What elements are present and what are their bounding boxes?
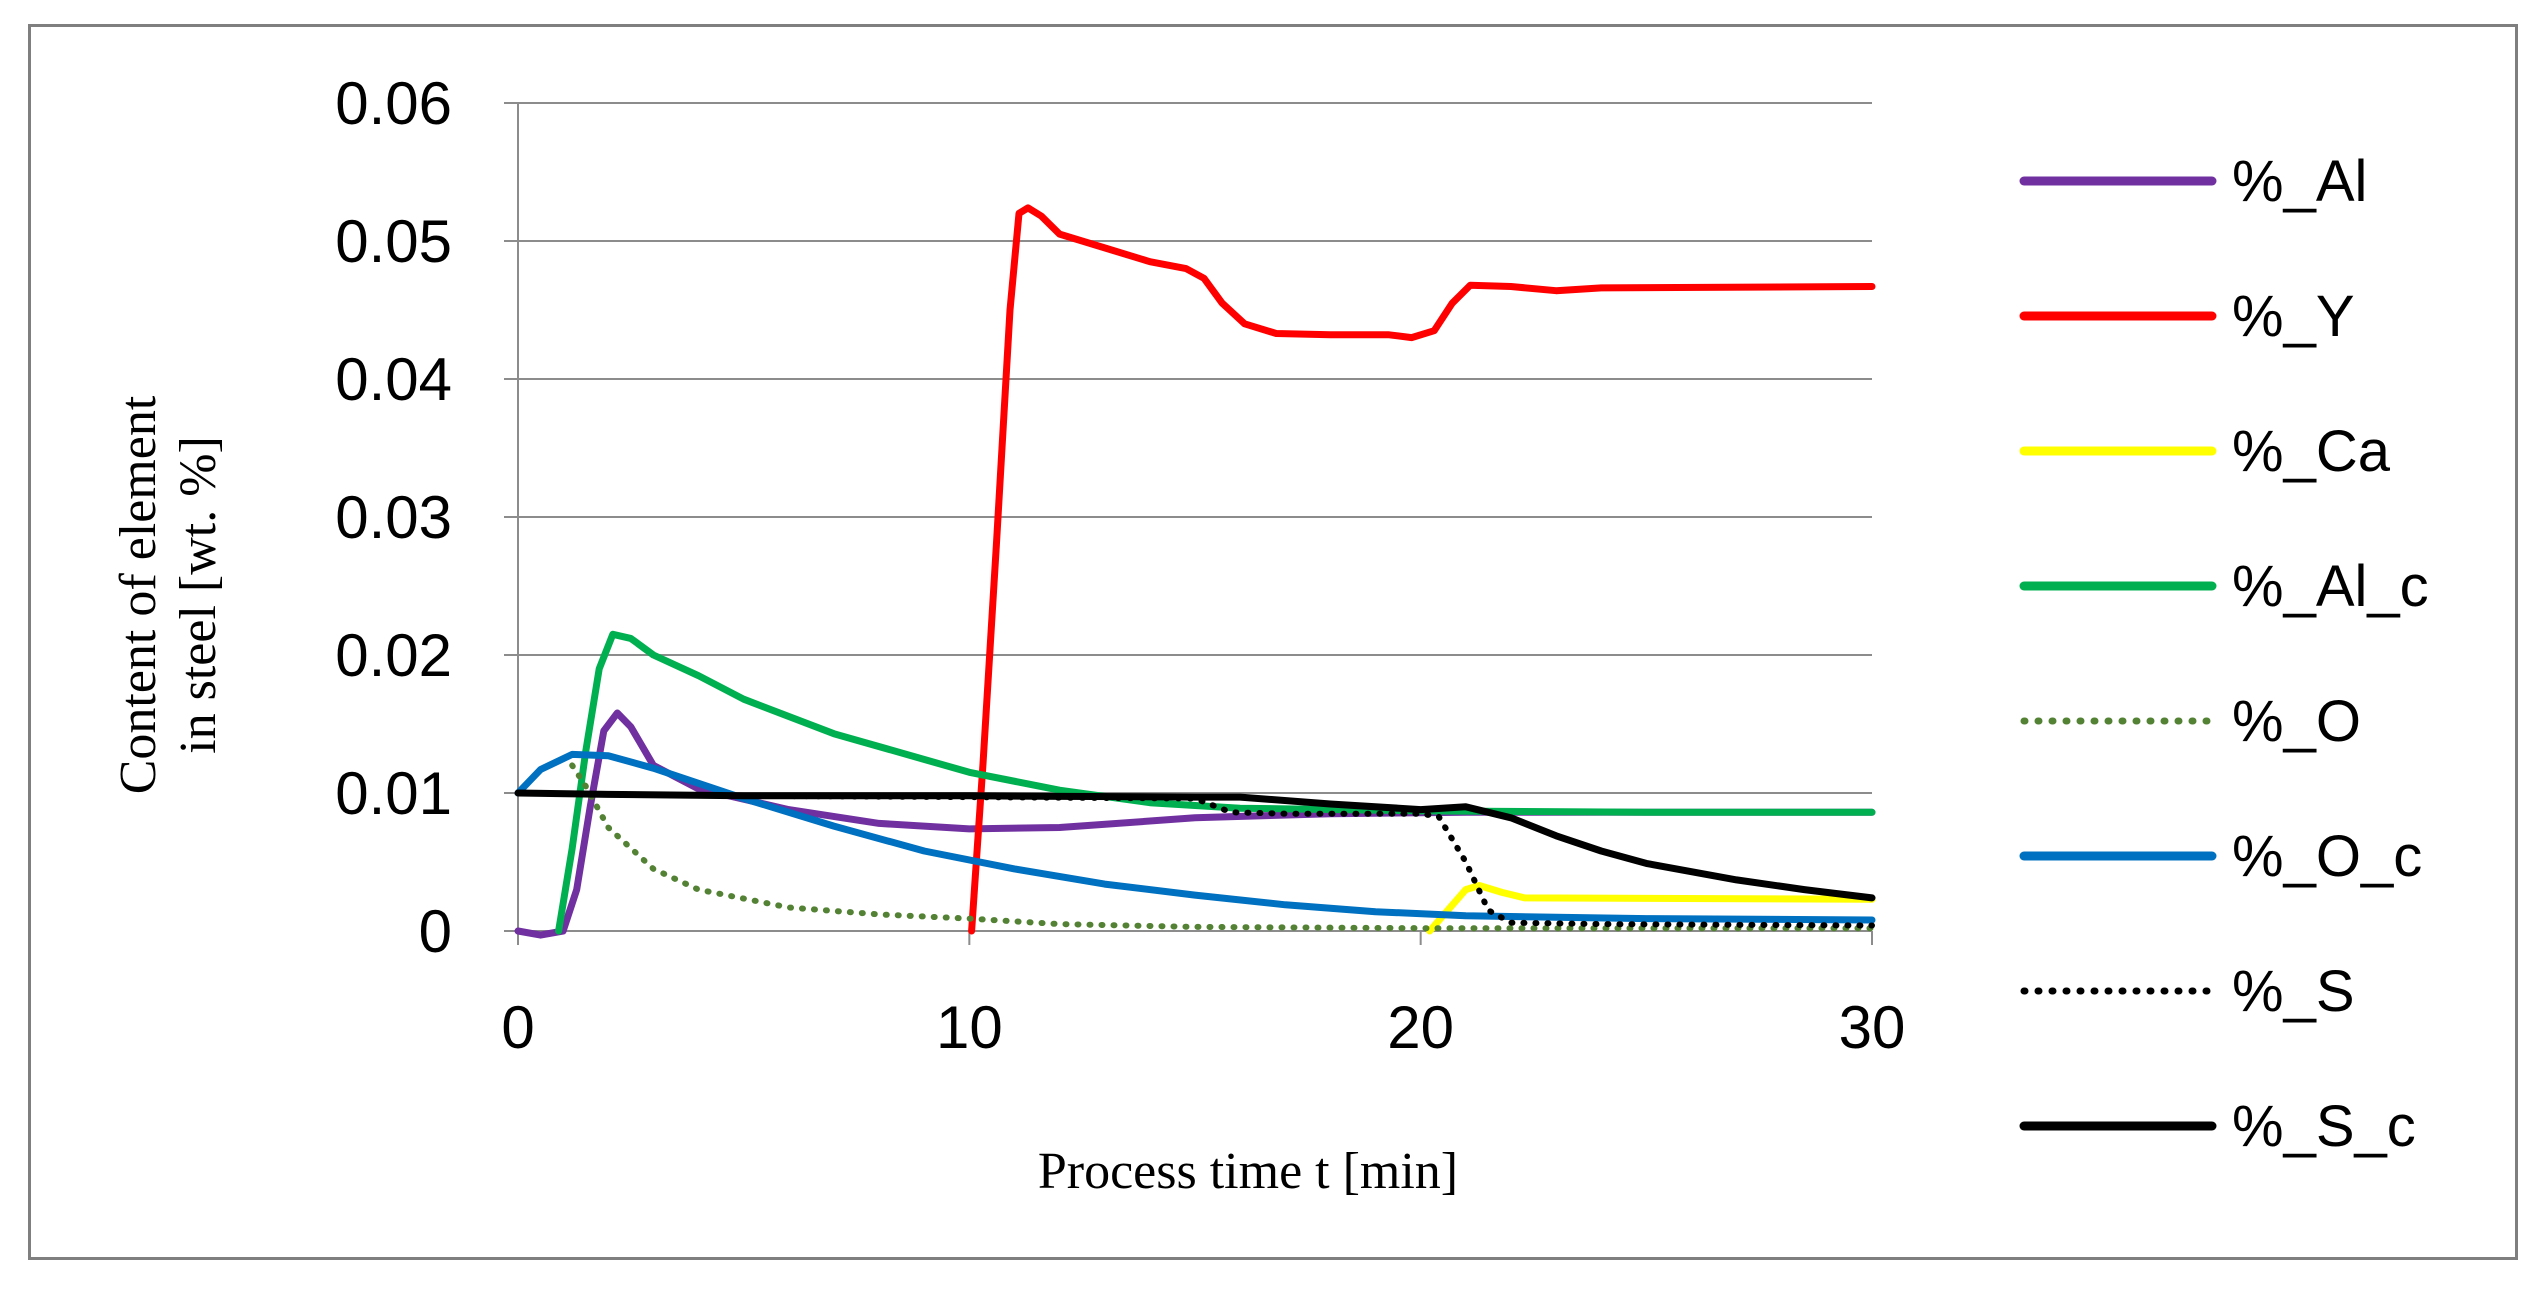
x-axis-title: Process time t [min]	[1038, 1143, 1458, 1200]
x-tick-label: 20	[1387, 994, 1454, 1061]
series-line-ca	[1426, 882, 1876, 935]
series-line-o	[569, 762, 1875, 932]
series-line-s	[515, 790, 1875, 929]
legend-label-ca: %_Ca	[2232, 419, 2391, 484]
y-axis-title-line1: Content of element	[110, 395, 167, 794]
legend-label-o: %_O	[2232, 689, 2361, 754]
y-tick-label: 0.01	[335, 760, 452, 827]
y-tick-label: 0.03	[335, 484, 452, 551]
legend-label-al-c: %_Al_c	[2232, 554, 2429, 619]
y-tick-label: 0.06	[335, 70, 452, 137]
y-tick-label: 0.02	[335, 622, 452, 689]
x-tick-label: 10	[936, 994, 1003, 1061]
y-tick-label: 0.04	[335, 346, 452, 413]
series-line-al-c	[555, 630, 1876, 935]
series-line-y	[968, 204, 1876, 935]
chart-frame	[28, 24, 2518, 1260]
legend-label-o-c: %_O_c	[2232, 824, 2422, 889]
series-line-o-c	[514, 750, 1876, 924]
legend-label-al: %_Al	[2232, 149, 2367, 214]
legend-label-y: %_Y	[2232, 284, 2355, 349]
y-axis-title-line2: in steel [wt. %]	[170, 436, 227, 754]
x-tick-label: 30	[1839, 994, 1906, 1061]
x-tick-label: 0	[501, 994, 534, 1061]
legend: %_Al %_Y %_Ca %_Al_c %_O %_O_c %_S %_S_c	[2019, 149, 2429, 1159]
tick-labels: 0 0.01 0.02 0.03 0.04 0.05 0.06 0 10 20 30	[335, 70, 1905, 1061]
series-line-s-c	[514, 789, 1876, 902]
y-tick-label: 0.05	[335, 208, 452, 275]
legend-label-s-c: %_S_c	[2232, 1094, 2416, 1159]
y-tick-label: 0	[419, 898, 452, 965]
series-lines	[514, 204, 1876, 939]
legend-label-s: %_S	[2232, 959, 2355, 1024]
